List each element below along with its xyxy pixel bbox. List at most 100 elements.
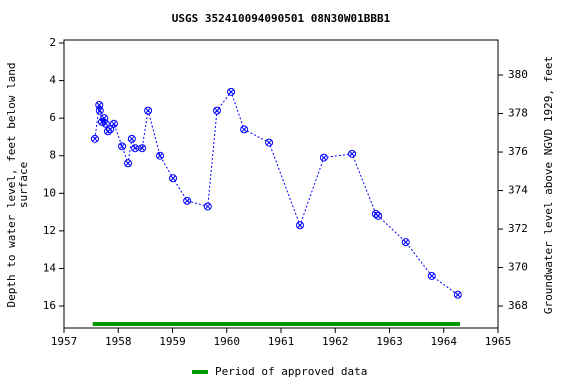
x-tick-label: 1959	[159, 335, 186, 348]
point-cross	[139, 145, 145, 152]
point-circle	[95, 106, 104, 115]
y2-tick-label: 370	[508, 261, 528, 274]
legend-label: Period of approved data	[215, 365, 367, 378]
point-cross	[428, 273, 435, 279]
point-circle	[203, 202, 212, 211]
point-cross	[119, 143, 125, 150]
y-tick-label: 14	[43, 261, 57, 274]
point-cross	[455, 291, 461, 298]
point-circle	[453, 290, 462, 299]
data-point	[227, 87, 236, 96]
y-tick-label: 12	[43, 224, 56, 237]
point-cross	[297, 222, 303, 229]
point-cross	[375, 212, 381, 219]
point-cross	[145, 107, 151, 114]
y-tick-label: 2	[49, 36, 56, 49]
y2-tick-label: 372	[508, 222, 528, 235]
data-point	[169, 174, 178, 183]
point-cross	[128, 135, 135, 142]
point-circle	[95, 101, 104, 110]
chart-title: USGS 352410094090501 08N30W01BBB1	[172, 12, 391, 25]
point-cross	[266, 139, 272, 146]
y-tick-label: 4	[49, 74, 56, 87]
x-tick-label: 1962	[322, 335, 349, 348]
point-circle	[240, 125, 249, 134]
point-circle	[427, 271, 436, 280]
y-axis-label: Depth to water level, feet below land	[5, 62, 18, 307]
x-tick-label: 1964	[431, 335, 458, 348]
point-cross	[125, 160, 131, 167]
point-cross	[184, 197, 191, 204]
point-cross	[92, 135, 98, 142]
point-circle	[109, 119, 118, 128]
point-cross	[321, 154, 327, 161]
point-circle	[124, 159, 133, 168]
point-cross	[214, 107, 220, 114]
x-tick-label: 1957	[51, 335, 78, 348]
point-circle	[265, 138, 274, 147]
data-point	[401, 238, 410, 247]
point-cross	[96, 102, 103, 108]
data-point	[124, 159, 133, 168]
point-circle	[374, 211, 383, 220]
x-tick-label: 1965	[485, 335, 512, 348]
point-cross	[132, 145, 138, 152]
data-point	[138, 144, 147, 153]
y2-tick-label: 380	[508, 68, 528, 81]
y2-tick-label: 374	[508, 184, 528, 197]
point-circle	[118, 142, 127, 151]
point-circle	[348, 149, 357, 158]
data-point	[127, 134, 136, 143]
point-circle	[138, 144, 147, 153]
point-cross	[241, 126, 247, 133]
point-cross	[96, 107, 103, 114]
point-circle	[183, 196, 192, 205]
y-axis-label: surface	[17, 162, 30, 208]
data-point	[118, 142, 127, 151]
point-circle	[144, 106, 153, 115]
y-tick-label: 16	[43, 299, 56, 312]
x-tick-label: 1960	[214, 335, 241, 348]
point-circle	[106, 125, 115, 134]
point-cross	[402, 239, 409, 245]
y-tick-label: 10	[43, 186, 56, 199]
point-circle	[169, 174, 178, 183]
y2-axis-label: Groundwater level above NGVD 1929, feet	[542, 56, 555, 314]
data-point	[101, 119, 110, 128]
point-cross	[111, 120, 117, 127]
data-point	[106, 125, 115, 134]
y2-tick-label: 378	[508, 107, 528, 120]
point-cross	[204, 203, 211, 210]
point-circle	[212, 106, 221, 115]
point-circle	[90, 134, 99, 143]
point-cross	[107, 126, 113, 133]
point-cross	[157, 152, 163, 159]
data-point	[90, 134, 99, 143]
data-point	[203, 202, 212, 211]
point-cross	[349, 150, 355, 157]
y-tick-label: 8	[49, 149, 56, 162]
point-cross	[170, 175, 176, 182]
point-cross	[102, 120, 109, 127]
data-line	[94, 90, 459, 296]
x-tick-label: 1963	[376, 335, 403, 348]
data-point	[295, 221, 304, 230]
x-tick-label: 1961	[268, 335, 295, 348]
point-cross	[99, 119, 105, 125]
point-cross	[228, 88, 234, 95]
data-point	[240, 125, 249, 134]
data-point	[95, 106, 104, 115]
data-point	[319, 153, 328, 162]
point-circle	[319, 153, 328, 162]
data-point	[427, 271, 436, 280]
y2-tick-label: 368	[508, 299, 528, 312]
data-point	[144, 106, 153, 115]
data-point	[212, 106, 221, 115]
point-circle	[101, 119, 110, 128]
x-tick-label: 1958	[105, 335, 132, 348]
data-point	[183, 196, 192, 205]
data-point	[453, 290, 462, 299]
data-point	[374, 211, 383, 220]
